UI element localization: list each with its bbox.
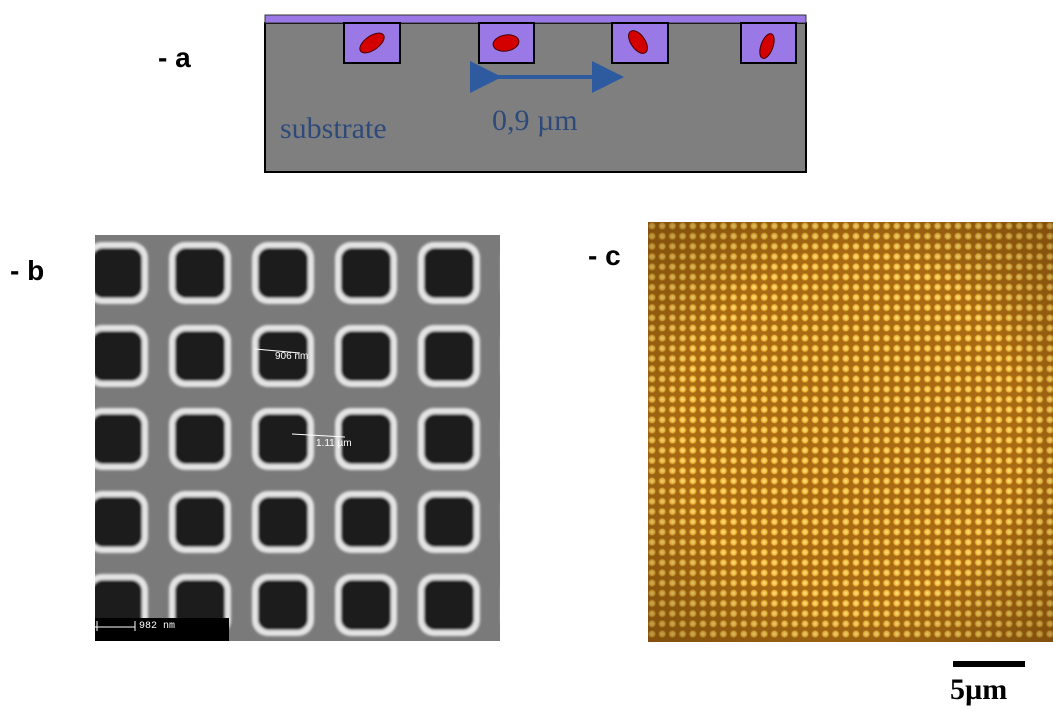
sem-image: 906 nm 1.11 µm 982 nm: [95, 235, 500, 641]
sem-hole: [258, 414, 308, 464]
well-3: [611, 22, 669, 64]
scale-bar-label: 5µm: [950, 673, 1008, 706]
sem-svg: 906 nm 1.11 µm 982 nm: [95, 235, 500, 641]
well-1: [343, 22, 401, 64]
sem-hole: [95, 248, 142, 298]
scale-bar: [953, 661, 1025, 667]
schematic-cross-section: 0,9 µm substrate: [264, 13, 807, 173]
sem-hole: [258, 580, 308, 630]
sem-hole: [175, 414, 225, 464]
optical-svg: [648, 222, 1053, 642]
sem-hole: [258, 331, 308, 381]
sem-hole: [424, 580, 474, 630]
sem-hole: [175, 248, 225, 298]
sem-hole: [175, 497, 225, 547]
optical-image: [648, 222, 1053, 642]
panel-a-label: - a: [158, 42, 191, 73]
sem-hole: [95, 414, 142, 464]
sem-hole: [258, 497, 308, 547]
sem-scale-label: 982 nm: [139, 621, 175, 632]
substrate-label: substrate: [280, 112, 387, 145]
schematic-svg: 0,9 µm substrate: [264, 14, 807, 173]
sem-hole: [424, 414, 474, 464]
sem-hole: [95, 580, 142, 630]
sem-hole: [95, 497, 142, 547]
sem-hole: [341, 580, 391, 630]
sem-hole: [341, 248, 391, 298]
sem-hole: [424, 248, 474, 298]
measure-1-11um: 1.11 µm: [316, 438, 352, 449]
spacing-label: 0,9 µm: [492, 104, 578, 137]
sem-hole: [424, 331, 474, 381]
sem-hole: [341, 414, 391, 464]
sem-hole: [258, 248, 308, 298]
well-2: [478, 22, 535, 64]
measure-906nm: 906 nm: [275, 351, 308, 362]
sem-hole: [424, 497, 474, 547]
sem-hole: [341, 497, 391, 547]
resin-top-layer: [264, 14, 807, 24]
sem-hole: [175, 331, 225, 381]
sem-hole: [175, 580, 225, 630]
panel-b-label: - b: [10, 255, 45, 286]
well-4: [740, 22, 797, 64]
panel-c-label: - c: [588, 240, 621, 271]
sem-hole: [95, 331, 142, 381]
sem-hole: [341, 331, 391, 381]
